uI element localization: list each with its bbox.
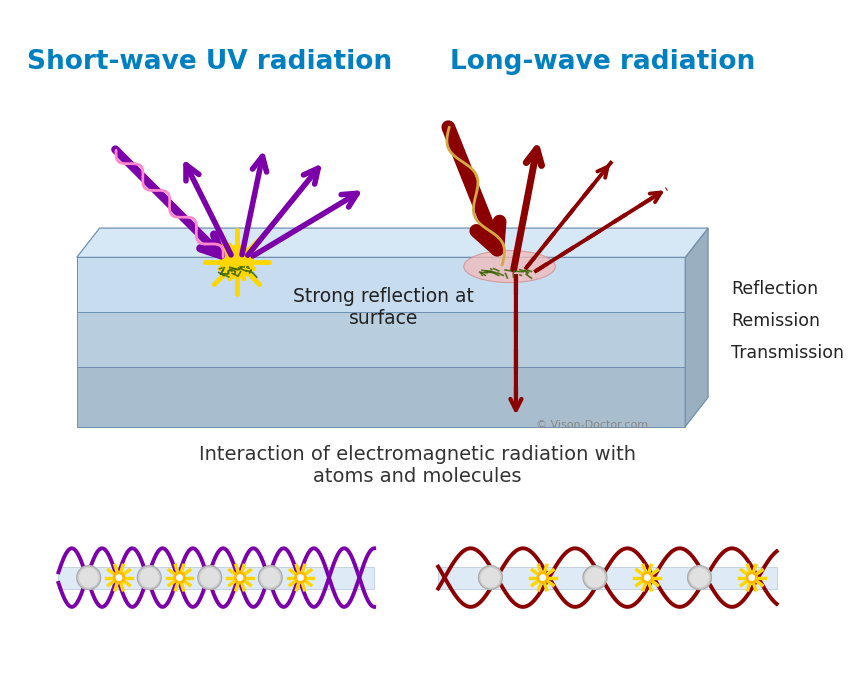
Circle shape xyxy=(641,572,652,583)
Polygon shape xyxy=(438,567,775,589)
Circle shape xyxy=(237,575,242,580)
Circle shape xyxy=(235,572,245,583)
Circle shape xyxy=(77,566,101,590)
Polygon shape xyxy=(684,228,707,427)
Text: Reflection: Reflection xyxy=(730,281,817,298)
Circle shape xyxy=(113,572,125,583)
Polygon shape xyxy=(58,567,374,589)
Circle shape xyxy=(79,569,98,587)
Circle shape xyxy=(537,572,548,583)
Circle shape xyxy=(140,569,158,587)
Circle shape xyxy=(687,566,711,590)
Polygon shape xyxy=(77,312,684,367)
Text: © Vison-Doctor.com: © Vison-Doctor.com xyxy=(536,420,647,430)
Circle shape xyxy=(116,575,122,580)
Text: Remission: Remission xyxy=(730,312,819,330)
Text: Short-wave UV radiation: Short-wave UV radiation xyxy=(26,48,392,75)
Circle shape xyxy=(294,572,305,583)
Circle shape xyxy=(177,575,182,580)
Text: Strong reflection at
surface: Strong reflection at surface xyxy=(293,287,473,328)
Circle shape xyxy=(261,569,279,587)
Circle shape xyxy=(689,569,708,587)
Circle shape xyxy=(478,566,502,590)
Text: Transmission: Transmission xyxy=(730,345,843,363)
Circle shape xyxy=(200,569,218,587)
Circle shape xyxy=(220,246,253,279)
Circle shape xyxy=(585,569,603,587)
Circle shape xyxy=(137,566,161,590)
Circle shape xyxy=(174,572,185,583)
Circle shape xyxy=(748,575,753,580)
Circle shape xyxy=(539,575,545,580)
Circle shape xyxy=(198,566,222,590)
Text: Long-wave radiation: Long-wave radiation xyxy=(450,48,755,75)
Circle shape xyxy=(746,572,757,583)
Ellipse shape xyxy=(463,250,554,283)
Circle shape xyxy=(298,575,303,580)
Circle shape xyxy=(583,566,606,590)
Polygon shape xyxy=(77,228,707,257)
Circle shape xyxy=(258,566,281,590)
Text: Interaction of electromagnetic radiation with
atoms and molecules: Interaction of electromagnetic radiation… xyxy=(199,445,635,486)
Circle shape xyxy=(644,575,649,580)
Polygon shape xyxy=(77,257,684,312)
Polygon shape xyxy=(77,367,684,427)
Circle shape xyxy=(481,569,499,587)
